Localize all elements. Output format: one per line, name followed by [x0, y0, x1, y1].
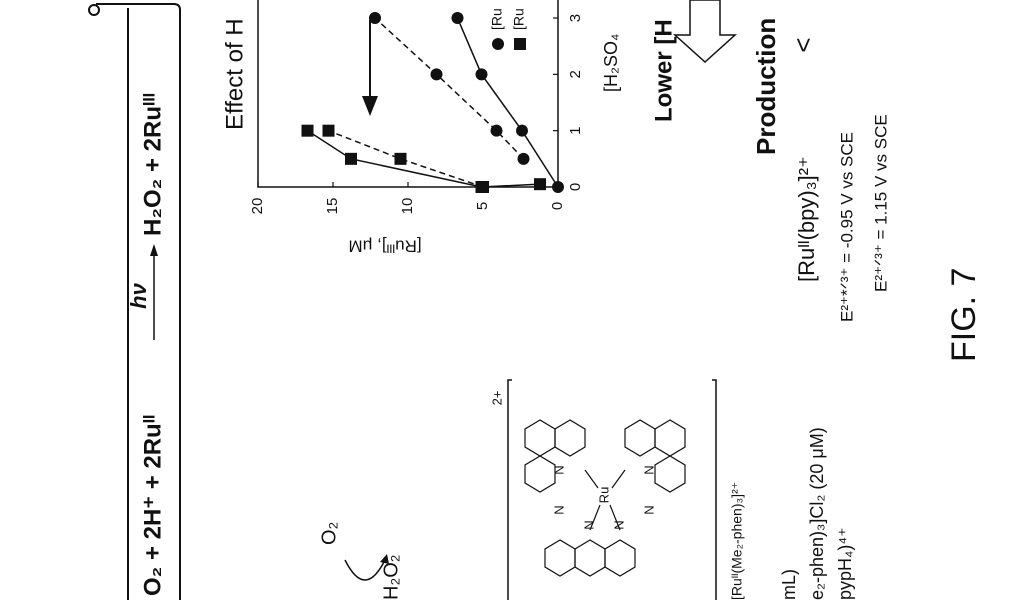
- data-point: [477, 181, 489, 193]
- y-axis-label: [Ruᴵᴵᴵ], μM: [348, 237, 421, 256]
- y-tick-label: 5: [474, 202, 491, 210]
- complex-name: [Ruᴵᴵ(Me₂-phen)₃]²⁺: [729, 482, 745, 600]
- atom-label: N: [551, 505, 566, 514]
- reaction-arrowhead: [150, 244, 158, 256]
- atom-label: Ru: [596, 487, 611, 504]
- trend-arrowhead: [362, 96, 378, 116]
- potential-text: E²⁺*ᐟ³⁺ = -0.95 V vs SCE: [837, 132, 856, 322]
- data-point: [345, 152, 357, 165]
- condition-text: mL): [779, 569, 799, 600]
- data-point: [534, 178, 546, 191]
- atom-label: N: [641, 505, 656, 514]
- data-point: [301, 124, 314, 137]
- bracket: [507, 379, 512, 600]
- series-line: [374, 17, 525, 160]
- legend-marker: [514, 38, 526, 50]
- bracket: [712, 379, 717, 600]
- y-tick-label: 10: [399, 198, 416, 215]
- x-tick-label: 1: [567, 127, 584, 135]
- y-tick-label: 15: [324, 198, 341, 215]
- reference-name: [Ruᴵᴵ(bpy)₃]²⁺: [794, 156, 819, 282]
- compare-sign: <: [788, 37, 818, 52]
- hollow-arrow: [673, 0, 737, 64]
- y-tick-label: 0: [549, 202, 566, 210]
- data-point: [394, 152, 407, 165]
- potential-text: E²⁺ᐟ³⁺ = 1.15 V vs SCE: [871, 114, 890, 292]
- atom-label: N: [611, 520, 626, 529]
- condition-text: e₂-phen)₃]Cl₂ (20 μM): [807, 427, 827, 600]
- series-line: [456, 17, 559, 188]
- ligand-rings: [524, 419, 686, 577]
- x-axis-label: [H₂SO₄: [601, 34, 621, 92]
- lower-text: Lower [H: [650, 19, 677, 122]
- atom-label: N: [581, 520, 596, 529]
- condition-text: pypH₄)⁴⁺: [835, 527, 855, 600]
- plot-title: Effect of H: [221, 18, 248, 130]
- data-point: [490, 124, 503, 137]
- curved-arrow: [344, 559, 386, 581]
- data-point: [516, 124, 528, 137]
- data-point: [451, 12, 464, 25]
- data-point: [517, 152, 530, 165]
- atom-label: N: [641, 465, 656, 474]
- complex-charge: 2+: [489, 391, 504, 406]
- data-point: [369, 12, 381, 25]
- data-point: [322, 124, 335, 137]
- product: H₂O₂: [380, 554, 402, 600]
- banner-curl: [88, 4, 100, 16]
- x-tick-label: 3: [567, 14, 584, 22]
- banner-frame: [96, 3, 181, 600]
- x-tick-label: 0: [567, 183, 584, 191]
- equation-right: H₂O₂ + 2Ruᴵᴵᴵ: [139, 93, 166, 236]
- curved-arrowhead: [380, 554, 389, 564]
- x-tick-label: 2: [567, 70, 584, 78]
- light-label: hν: [126, 282, 151, 308]
- data-point: [552, 181, 564, 193]
- figure-label: FIG. 7: [945, 268, 983, 362]
- data-point: [430, 68, 443, 81]
- legend-label: [Ru: [511, 8, 527, 30]
- atom-label: N: [551, 465, 566, 474]
- reactant: O₂: [318, 522, 340, 545]
- legend-marker: [492, 38, 504, 50]
- y-tick-label: 20: [249, 198, 266, 215]
- series-line: [307, 130, 541, 188]
- production-text: Production: [751, 18, 781, 155]
- data-point: [475, 68, 488, 81]
- equation-left: O₂ + 2H⁺ + 2Ruᴵᴵ: [139, 415, 166, 596]
- legend-label: [Ru: [489, 8, 505, 30]
